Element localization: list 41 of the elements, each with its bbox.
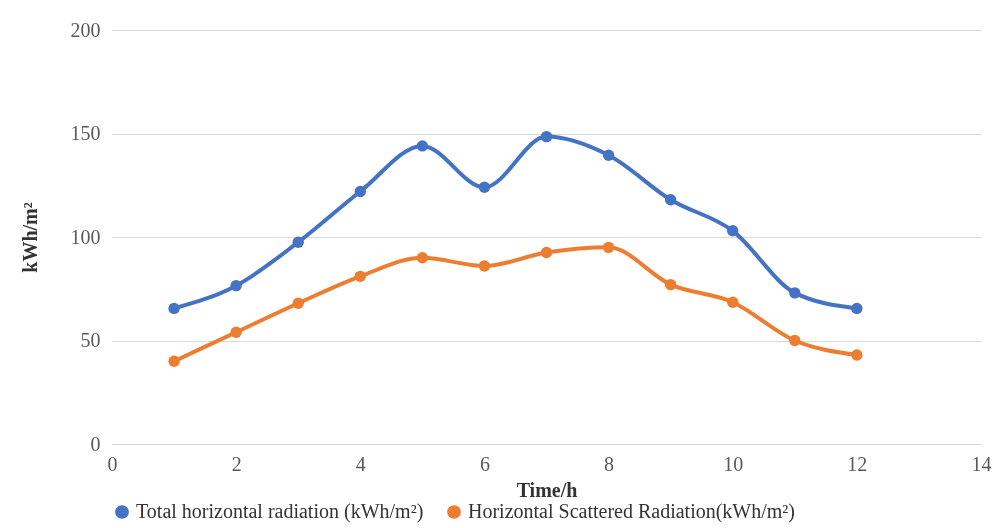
y-tick-label: 100 — [70, 225, 101, 248]
x-tick-label: 12 — [847, 452, 868, 475]
point — [478, 181, 491, 194]
x-tick-label: 4 — [355, 452, 366, 475]
point — [727, 225, 739, 237]
point — [354, 270, 366, 283]
x-axis-title: Time/h — [516, 478, 578, 501]
y-tick-label: 50 — [80, 329, 101, 351]
point — [168, 355, 180, 367]
point — [416, 140, 429, 152]
point — [851, 349, 863, 361]
point — [292, 297, 304, 309]
x-tick-label: 2 — [231, 452, 242, 475]
point — [292, 236, 304, 248]
y-tick-label: 0 — [90, 432, 101, 455]
point — [602, 241, 615, 254]
point — [416, 252, 429, 264]
point — [851, 302, 863, 315]
legend-label: Horizontal Scattered Radiation(kWh/m²) — [468, 500, 796, 523]
point — [664, 278, 677, 291]
x-tick-label: 8 — [604, 452, 615, 475]
point — [727, 296, 739, 308]
x-tick-label: 14 — [971, 452, 992, 475]
point — [478, 260, 491, 272]
y-tick-label: 200 — [70, 18, 101, 41]
point — [789, 287, 801, 299]
x-tick-label: 6 — [479, 452, 490, 475]
y-tick-label: 150 — [70, 122, 101, 144]
point — [168, 302, 180, 315]
point — [602, 149, 615, 161]
legend-label: Total horizontal radiation (kWh/m²) — [136, 500, 424, 523]
point — [230, 279, 242, 292]
y-axis-title: kWh/m² — [18, 202, 41, 273]
x-tick-label: 0 — [107, 452, 118, 475]
point — [354, 185, 366, 198]
point — [540, 246, 553, 259]
x-tick-label: 10 — [723, 452, 744, 475]
point — [789, 334, 801, 347]
point — [230, 326, 242, 338]
point — [540, 130, 553, 143]
point — [664, 194, 677, 206]
